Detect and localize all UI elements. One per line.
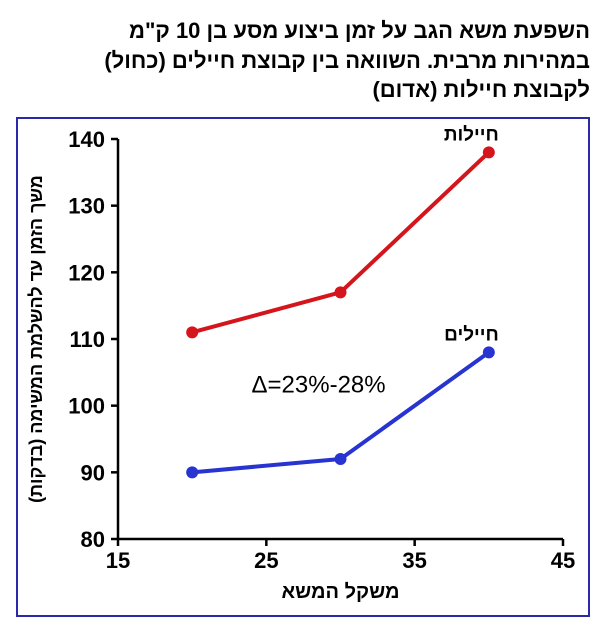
svg-text:140: 140	[68, 127, 105, 152]
svg-text:משקל המשא: משקל המשא	[281, 581, 399, 603]
svg-text:100: 100	[68, 394, 105, 419]
title-line-1: השפעת משא הגב על זמן ביצוע מסע בן 10 ק"מ	[129, 18, 590, 43]
svg-text:45: 45	[551, 548, 575, 573]
chart-frame: 80 90 100 110 120 130 140 15 25 35 45 משקל המשא משך …	[16, 117, 590, 617]
svg-text:25: 25	[254, 548, 278, 573]
svg-text:80: 80	[81, 527, 105, 552]
svg-text:130: 130	[68, 194, 105, 219]
line-chart: 80 90 100 110 120 130 140 15 25 35 45 משקל המשא משך …	[18, 119, 588, 615]
svg-text:90: 90	[81, 460, 105, 485]
svg-text:חיילות: חיילות	[444, 124, 499, 145]
svg-text:120: 120	[68, 260, 105, 285]
svg-text:משך הזמן עד להשלמת המשימה (בדק: משך הזמן עד להשלמת המשימה (בדקות)	[26, 175, 46, 503]
title-line-3: לקבוצת חיילות (אדום)	[372, 77, 590, 102]
chart-title: השפעת משא הגב על זמן ביצוע מסע בן 10 ק"מ…	[20, 16, 590, 105]
svg-text:110: 110	[70, 327, 106, 352]
svg-text:35: 35	[402, 548, 426, 573]
svg-text:Δ=23%-28%: Δ=23%-28%	[252, 371, 386, 398]
title-line-2: במהירות מרבית. השוואה בין קבוצת חיילים (…	[104, 48, 590, 73]
svg-text:חיילים: חיילים	[444, 324, 499, 345]
svg-text:15: 15	[106, 548, 130, 573]
